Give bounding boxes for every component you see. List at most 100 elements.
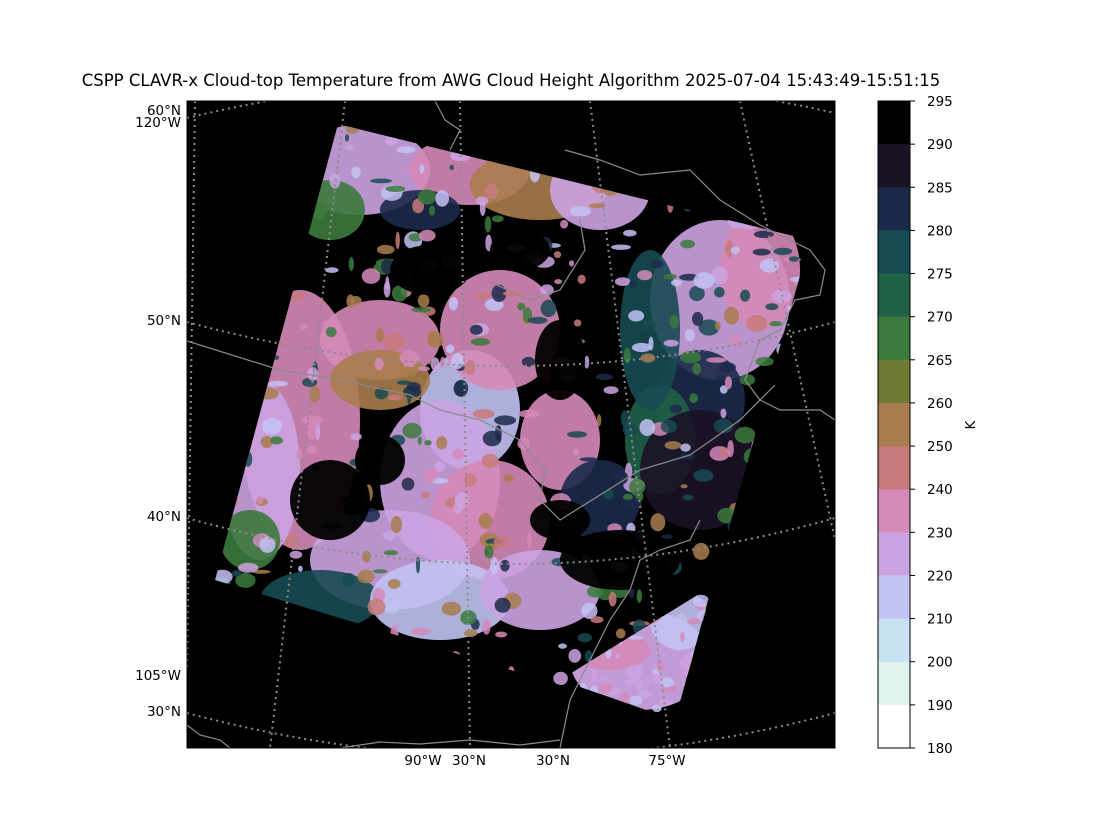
cloud-patch bbox=[692, 311, 704, 326]
cloud-patch bbox=[464, 473, 477, 487]
cloud-patch bbox=[527, 316, 548, 324]
cloud-patch bbox=[329, 172, 341, 189]
cloud-patch bbox=[385, 185, 406, 192]
cloud-patch bbox=[484, 545, 494, 559]
cloud-patch bbox=[713, 418, 734, 434]
figure-title: CSPP CLAVR-x Cloud-top Temperature from … bbox=[82, 71, 941, 90]
colorbar-segment bbox=[878, 230, 910, 275]
colorbar-segment bbox=[878, 618, 910, 663]
cloud-patch bbox=[434, 461, 446, 473]
cloud-patch bbox=[689, 285, 705, 302]
cloud-patch bbox=[454, 379, 469, 397]
cloud-patch bbox=[375, 327, 384, 343]
cloud-patch bbox=[429, 205, 435, 216]
cloud-patch bbox=[475, 292, 491, 300]
cloud-patch bbox=[553, 251, 562, 259]
cloud-patch bbox=[398, 366, 417, 378]
cloud-patch bbox=[503, 290, 522, 297]
cloud-patch bbox=[553, 671, 568, 686]
cloud-patch bbox=[370, 178, 392, 184]
cloud-patch bbox=[285, 534, 298, 548]
cloud-patch bbox=[220, 510, 280, 570]
cloud-patch bbox=[641, 325, 649, 331]
cloud-patch bbox=[661, 534, 673, 539]
cloud-patch bbox=[628, 310, 645, 322]
colorbar-segment bbox=[878, 575, 910, 620]
cloud-patch bbox=[261, 417, 282, 435]
cloud-patch bbox=[664, 441, 682, 450]
colorbar-tick-label: 220 bbox=[927, 568, 953, 584]
coastlines bbox=[187, 101, 835, 748]
cloud-patch bbox=[235, 572, 256, 588]
cloud-patch bbox=[615, 653, 620, 659]
cloud-patch bbox=[692, 542, 710, 560]
cloud-patch bbox=[383, 530, 396, 541]
cloud-patch bbox=[301, 415, 323, 425]
cloud-patch bbox=[680, 443, 691, 452]
cloud-patch bbox=[417, 189, 437, 205]
colorbar-tick-label: 295 bbox=[927, 94, 953, 110]
cloud-patch bbox=[388, 394, 403, 401]
cloud-patch bbox=[494, 597, 511, 613]
cloud-patch bbox=[387, 578, 401, 589]
colorbar-tick-label: 290 bbox=[927, 137, 953, 153]
cloud-patch bbox=[435, 190, 450, 207]
cloud-patch bbox=[431, 477, 449, 484]
cloud-patch bbox=[500, 559, 510, 572]
cloud-patch bbox=[595, 373, 614, 381]
cloud-patch bbox=[383, 332, 405, 351]
cloud-patch bbox=[518, 409, 540, 418]
cloud-patch bbox=[215, 569, 233, 584]
cloud-patch bbox=[730, 246, 740, 255]
cloud-patch bbox=[430, 357, 440, 371]
cloud-patch bbox=[679, 660, 695, 666]
cloud-patch bbox=[603, 386, 619, 394]
cloud-patch bbox=[401, 477, 415, 491]
cloud-patch bbox=[652, 673, 662, 683]
cloud-patch bbox=[322, 320, 342, 328]
cloud-patch bbox=[680, 631, 685, 643]
cloud-patch bbox=[620, 250, 680, 410]
cloud-patch bbox=[449, 164, 454, 170]
cloud-patch bbox=[396, 146, 416, 154]
cloud-patch bbox=[644, 321, 656, 327]
cloud-patch bbox=[615, 628, 626, 639]
cloud-patch bbox=[622, 493, 633, 500]
cloud-patch bbox=[660, 420, 677, 433]
cloud-patch bbox=[684, 328, 695, 342]
label-bottom-30n-a: 30°N bbox=[452, 753, 486, 769]
cloud-patch bbox=[479, 200, 486, 216]
latlon-labels: 60°N 120°W 50°N 40°N 105°W 30°N 90°W 30°… bbox=[135, 103, 686, 769]
cloud-patch bbox=[587, 585, 604, 598]
cloud-patch bbox=[372, 569, 388, 574]
cloud-patch bbox=[720, 408, 727, 419]
cloud-patch bbox=[374, 357, 384, 371]
cloud-patch bbox=[623, 229, 637, 237]
cloud-patch bbox=[626, 664, 641, 679]
cloud-patch bbox=[361, 268, 381, 284]
cloud-patch bbox=[237, 562, 259, 573]
cloud-patch bbox=[608, 592, 617, 607]
cloud-patch bbox=[407, 387, 412, 405]
colorbar-tick-label: 200 bbox=[927, 655, 953, 671]
colorbar-tick-label: 210 bbox=[927, 612, 953, 628]
cloud-patch bbox=[663, 273, 677, 280]
cloud-patch bbox=[611, 244, 631, 250]
cloud-patch bbox=[729, 335, 742, 347]
label-105w: 105°W bbox=[135, 668, 181, 684]
cloud-patch bbox=[724, 306, 739, 325]
cloud-patch bbox=[535, 320, 585, 400]
cloud-patch bbox=[260, 436, 273, 448]
cloud-patch bbox=[581, 602, 598, 620]
cloud-patch bbox=[657, 659, 664, 673]
cloud-patch bbox=[289, 550, 303, 559]
colorbar-tick-label: 275 bbox=[927, 267, 953, 283]
cloud-patch bbox=[484, 216, 492, 233]
label-75w: 75°W bbox=[648, 753, 685, 769]
cloud-patch bbox=[490, 230, 550, 270]
cloud-patch bbox=[755, 356, 774, 367]
cloud-patch bbox=[659, 698, 673, 706]
cloud-patch bbox=[390, 245, 470, 295]
colorbar-tick-label: 285 bbox=[927, 180, 953, 196]
colorbar-segment bbox=[878, 316, 910, 361]
